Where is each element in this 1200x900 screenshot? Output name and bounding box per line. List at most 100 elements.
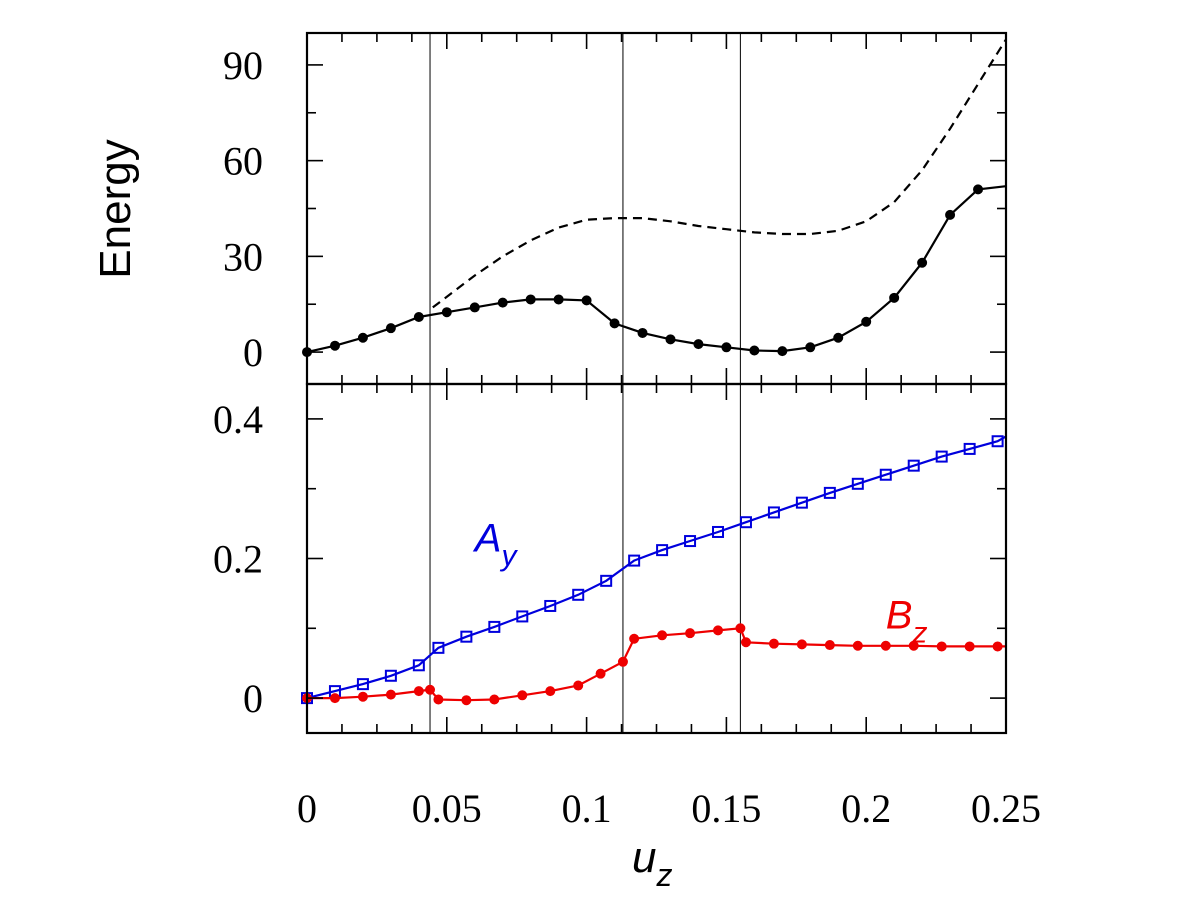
energy-panel-series-0-marker bbox=[889, 292, 900, 303]
amplitude-panel-series-1-marker bbox=[936, 641, 947, 652]
amplitude-panel-series-1-marker bbox=[768, 638, 779, 649]
energy-panel-series-1-line bbox=[432, 38, 1007, 309]
amplitude-panel-frame bbox=[305, 382, 1008, 735]
energy-panel-series-0-marker bbox=[749, 345, 760, 356]
amplitude-panel-series-0-marker bbox=[823, 486, 836, 499]
amplitude-panel-series-1-marker bbox=[852, 640, 863, 651]
amplitude-panel-series-1-marker bbox=[595, 668, 606, 679]
energy-panel-series-0-marker bbox=[861, 316, 872, 327]
amplitude-panel-xtick-label: 0.15 bbox=[691, 786, 761, 831]
amplitude-panel-series-0-marker bbox=[879, 468, 892, 481]
energy-panel-series-0-marker bbox=[413, 311, 424, 322]
amplitude-panel-xtick-label: 0.1 bbox=[562, 786, 612, 831]
amplitude-panel-series-0-marker bbox=[684, 535, 697, 548]
energy-panel-series-0-marker bbox=[945, 209, 956, 220]
energy-panel-ylabel: Energy bbox=[91, 139, 140, 278]
energy-panel-ytick-label: 0 bbox=[243, 330, 263, 375]
energy-panel-series-0-marker bbox=[385, 323, 396, 334]
amplitude-panel-series-1-marker bbox=[425, 684, 436, 695]
amplitude-panel-series-0-marker bbox=[432, 641, 445, 654]
energy-panel-ytick-label: 60 bbox=[223, 139, 263, 184]
amplitude-panel-series-0-marker bbox=[851, 477, 864, 490]
amplitude-panel-series-0-marker bbox=[628, 554, 641, 567]
amplitude-panel-xtick-label: 0.2 bbox=[841, 786, 891, 831]
amplitude-panel-series-0-marker bbox=[991, 435, 1004, 448]
amplitude-panel-series-0-marker bbox=[460, 630, 473, 643]
amplitude-panel-series-0-marker bbox=[907, 459, 920, 472]
energy-panel-series-0-marker bbox=[469, 302, 480, 313]
energy-panel-series-0-marker bbox=[497, 297, 508, 308]
energy-panel-series-0-marker bbox=[805, 342, 816, 353]
vertical-transition-lines bbox=[429, 33, 741, 733]
amplitude-panel-series-0-marker bbox=[544, 599, 557, 612]
amplitude-panel-series-1-marker bbox=[329, 693, 340, 704]
amplitude-panel-series-1-marker bbox=[433, 694, 444, 705]
energy-panel-series-0-marker bbox=[441, 307, 452, 318]
energy-panel-series-0-marker bbox=[721, 342, 732, 353]
amplitude-panel-series-1-marker bbox=[880, 640, 891, 651]
amplitude-panel-series-1-marker bbox=[357, 691, 368, 702]
amplitude-panel-series-1-marker bbox=[489, 694, 500, 705]
amplitude-panel-series-0-marker bbox=[739, 516, 752, 529]
amplitude-panel-series-1-marker bbox=[735, 623, 746, 634]
energy-panel-frame bbox=[305, 31, 1008, 386]
energy-panel-series-0-marker bbox=[665, 334, 676, 345]
amplitude-panel-series-1-marker bbox=[657, 630, 668, 641]
amplitude-panel-series-1-marker bbox=[629, 633, 640, 644]
amplitude-panel-series-1-marker bbox=[617, 656, 628, 667]
amplitude-panel-series-1-marker bbox=[824, 640, 835, 651]
amplitude-panel-series-1-marker bbox=[740, 637, 751, 648]
amplitude-panel-series-0-marker bbox=[767, 506, 780, 519]
energy-panel-series-0-marker bbox=[777, 346, 788, 357]
amplitude-panel-xtick-label: 0.25 bbox=[971, 786, 1041, 831]
amplitude-panel-series-1-marker bbox=[413, 686, 424, 697]
amplitude-panel-series-1-marker bbox=[517, 690, 528, 701]
amplitude-panel-series-1-marker bbox=[573, 680, 584, 691]
amplitude-panel-xtick-label: 0.05 bbox=[412, 786, 482, 831]
amplitude-panel-series-1-marker bbox=[992, 641, 1003, 652]
amplitude-panel-xlabel: uz bbox=[632, 833, 672, 893]
energy-panel-series-0-line bbox=[306, 185, 1007, 354]
amplitude-panel-series-1-marker bbox=[461, 695, 472, 706]
amplitude-panel-series-0-marker bbox=[935, 450, 948, 463]
energy-panel-series-0-marker bbox=[637, 327, 648, 338]
energy-panel-series-0-marker bbox=[693, 339, 704, 350]
tick-layer bbox=[306, 33, 1007, 733]
amplitude-panel-series-0-marker bbox=[488, 620, 501, 633]
amplitude-panel-xtick-label: 0 bbox=[297, 786, 317, 831]
energy-panel-series-0-marker bbox=[609, 318, 620, 329]
amplitude-panel-series-1-marker bbox=[385, 689, 396, 700]
amplitude-panel-series-0-marker bbox=[600, 574, 613, 587]
amplitude-panel-series-0-marker bbox=[572, 588, 585, 601]
energy-panel-series-0-marker bbox=[917, 257, 928, 268]
energy-panel-series-0-marker bbox=[553, 294, 564, 305]
amplitude-panel-series-0-marker bbox=[412, 659, 425, 672]
amplitude-panel-series-1-line bbox=[307, 627, 1006, 702]
energy-panel-ytick-label: 30 bbox=[223, 234, 263, 279]
amplitude-panel-series-0-marker bbox=[712, 525, 725, 538]
energy-panel-ytick-label: 90 bbox=[223, 43, 263, 88]
amplitude-panel-ytick-label: 0.2 bbox=[213, 537, 263, 582]
amplitude-panel-series-0-line bbox=[306, 435, 1007, 700]
amplitude-panel-series-1-label: Bz bbox=[886, 593, 928, 649]
amplitude-panel-series-1-marker bbox=[964, 641, 975, 652]
amplitude-panel-series-1-marker bbox=[685, 628, 696, 639]
amplitude-panel-ytick-label: 0 bbox=[243, 676, 263, 721]
amplitude-panel-series-0-marker bbox=[516, 610, 529, 623]
amplitude-panel-series-0-marker bbox=[356, 678, 369, 691]
amplitude-panel-series-0-marker bbox=[795, 496, 808, 509]
energy-panel-series-0-marker bbox=[581, 295, 592, 306]
amplitude-panel-series-1-marker bbox=[908, 640, 919, 651]
label-layer: 0 30 60 90 Energy Ay Bz 0 0.2 0.4 0 0.05 0.1 0.15 0.2 0… bbox=[91, 43, 1041, 893]
energy-panel-series-0-marker bbox=[525, 294, 536, 305]
energy-panel-series-0-marker bbox=[357, 332, 368, 343]
amplitude-panel-series-1-marker bbox=[796, 639, 807, 650]
energy-panel-series-0-marker bbox=[833, 332, 844, 343]
amplitude-panel-series-1-marker bbox=[545, 686, 556, 697]
amplitude-panel-series-0-label: Ay bbox=[473, 517, 519, 573]
energy-panel-series-0-marker bbox=[329, 340, 340, 351]
amplitude-panel-series-0-marker bbox=[963, 442, 976, 455]
amplitude-panel-series-0-marker bbox=[384, 669, 397, 682]
amplitude-panel-series-0-marker bbox=[656, 544, 669, 557]
